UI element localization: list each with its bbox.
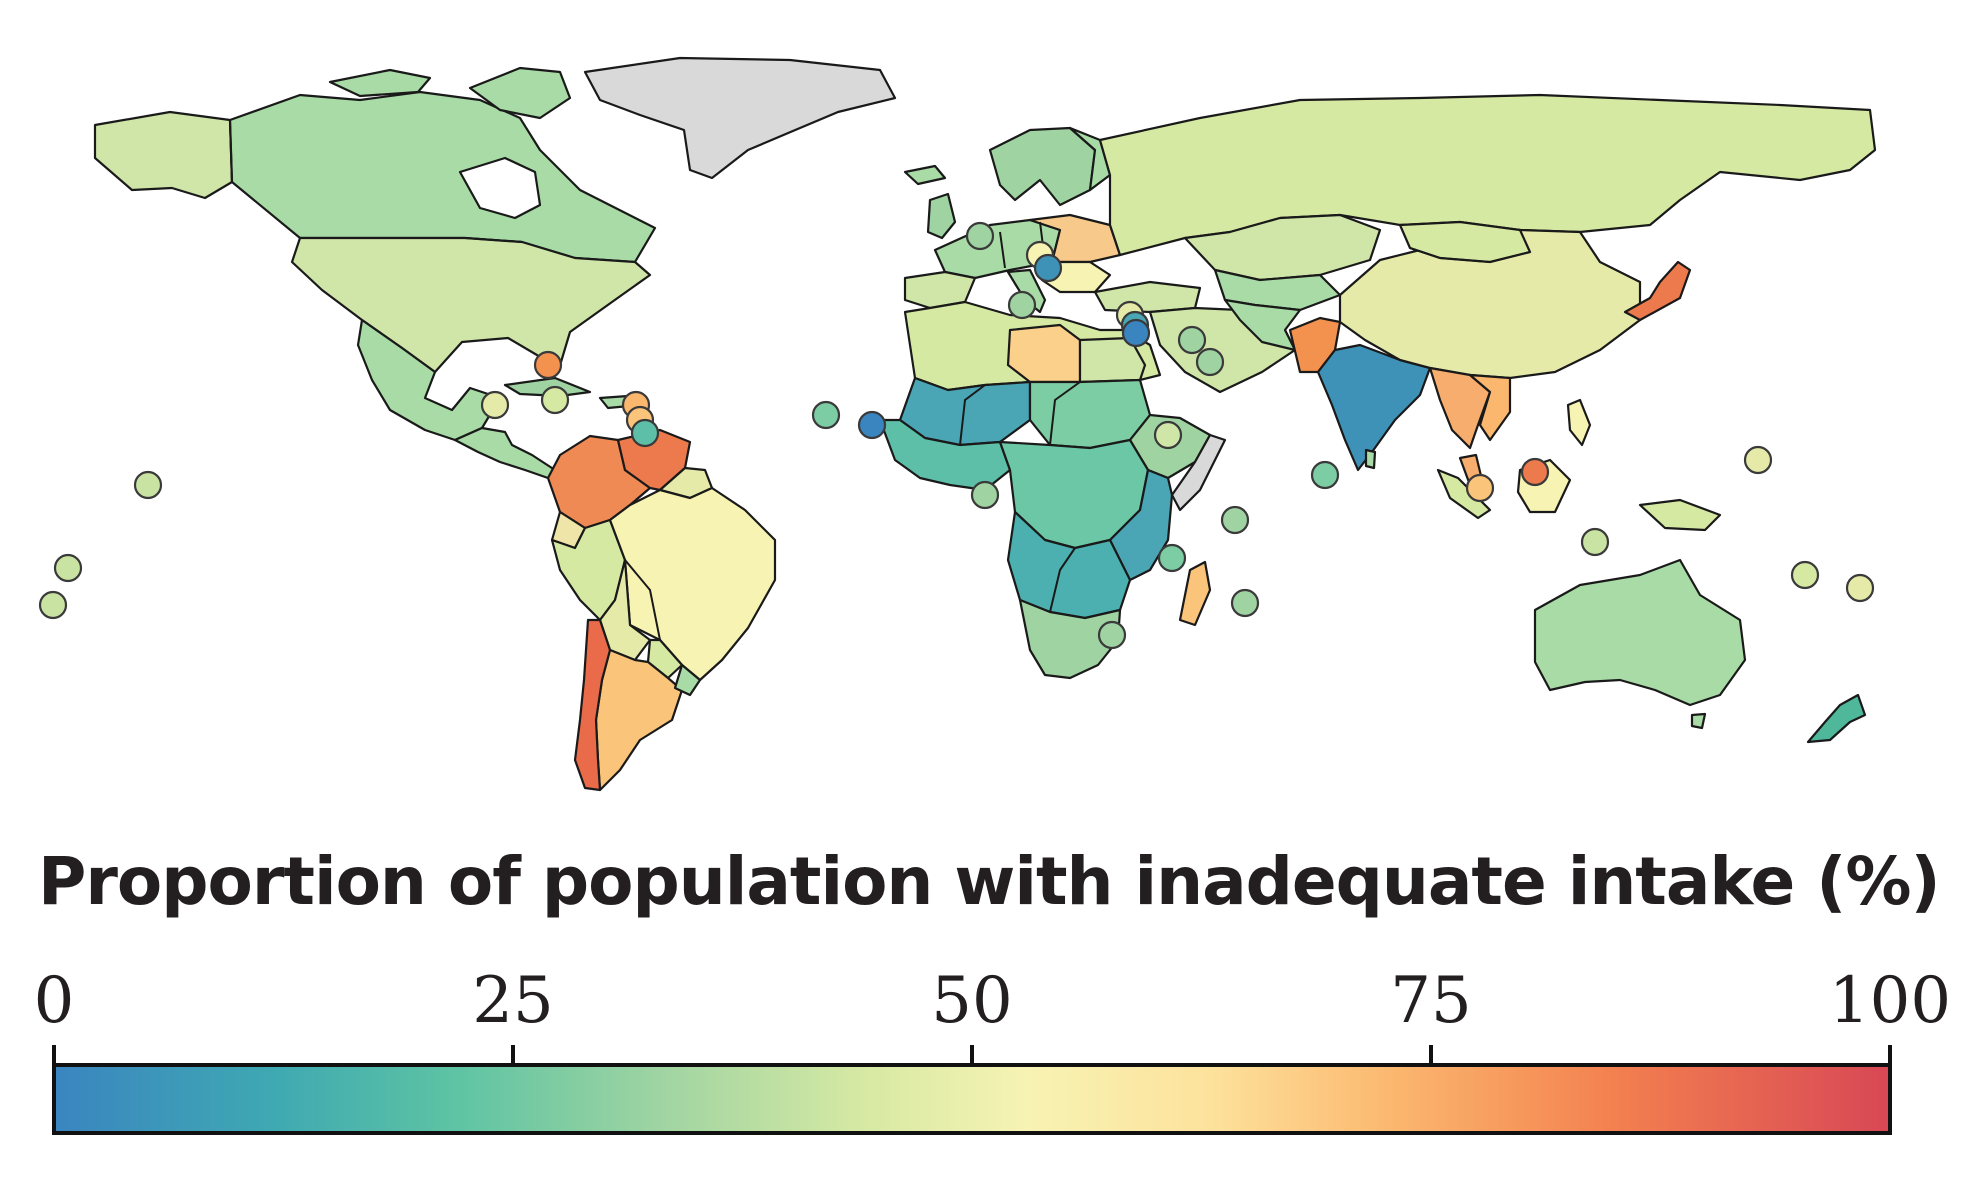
island-circle	[1177, 325, 1207, 355]
region-indonesia-sumatra	[1436, 468, 1492, 520]
region-new-guinea	[1638, 498, 1722, 532]
island-circle	[1465, 473, 1495, 503]
region-central-america	[453, 426, 557, 480]
island-circle	[857, 410, 887, 440]
region-alaska	[93, 110, 234, 200]
region-greenland	[583, 56, 897, 180]
region-southern-africa	[1018, 598, 1122, 680]
region-chile	[573, 618, 612, 792]
island-circle	[1743, 445, 1773, 475]
island-circle	[1230, 588, 1260, 618]
region-sri-lanka	[1364, 448, 1377, 470]
region-canada-islands-west	[328, 68, 432, 98]
region-uruguay	[673, 663, 702, 697]
region-tasmania	[1690, 712, 1707, 730]
region-brazil	[608, 486, 777, 682]
island-circle	[53, 553, 83, 583]
world-map	[38, 56, 1877, 792]
island-circle	[1845, 573, 1875, 603]
border-africa-south	[1049, 547, 1076, 613]
island-circle	[1157, 543, 1187, 573]
region-canada-islands-east	[468, 66, 572, 120]
region-philippines	[1566, 398, 1592, 447]
island-circle	[1097, 620, 1127, 650]
color-scale-svg: 0 25 50 75 100	[34, 964, 1951, 1135]
island-circle	[630, 418, 660, 448]
region-egypt	[1078, 336, 1147, 384]
legend-ticks: 0 25 50 75 100	[34, 964, 1951, 1067]
border-alaska-canada	[229, 119, 233, 183]
island-circle	[540, 385, 570, 415]
island-circle	[1153, 420, 1183, 450]
island-circle	[1520, 457, 1550, 487]
legend-title: Proportion of population with inadequate…	[38, 843, 1941, 920]
region-japan	[1623, 260, 1692, 322]
island-circle	[533, 350, 563, 380]
border-canada-usa	[300, 237, 523, 243]
region-iran	[1223, 298, 1302, 352]
island-circle	[1195, 347, 1225, 377]
island-circle	[1007, 290, 1037, 320]
border-south-america-inner	[624, 559, 661, 641]
island-circle	[1790, 560, 1820, 590]
legend-tick-label: 25	[472, 964, 553, 1038]
region-madagascar	[1178, 560, 1212, 627]
border-africa-central	[1049, 381, 1081, 446]
region-iceland	[903, 164, 947, 186]
legend-tick-label: 75	[1390, 964, 1471, 1038]
island-circle	[1121, 318, 1151, 348]
island-circle	[1220, 505, 1250, 535]
island-circle	[965, 221, 995, 251]
region-east-africa	[1108, 468, 1174, 582]
region-indochina	[1468, 373, 1512, 442]
legend-tick-label: 50	[931, 964, 1012, 1038]
region-australia	[1533, 558, 1747, 707]
island-circle	[1033, 253, 1063, 283]
region-hudson-bay	[458, 156, 542, 220]
border-china-mongolia	[1409, 247, 1531, 263]
color-scale-legend: 0 25 50 75 100	[0, 960, 1979, 1187]
legend-tick-label: 0	[34, 964, 75, 1038]
border-africa-west	[959, 384, 986, 446]
region-eastern-europe	[1028, 213, 1122, 264]
region-libya	[1006, 323, 1082, 384]
island-circle	[480, 390, 510, 420]
island-circle	[1310, 460, 1340, 490]
island-circle	[1580, 527, 1610, 557]
color-scale-bar	[52, 1063, 1892, 1135]
island-circle	[811, 400, 841, 430]
region-scandinavia	[988, 126, 1097, 207]
island-circle	[133, 470, 163, 500]
region-new-zealand	[1806, 693, 1867, 744]
region-uk	[926, 192, 957, 240]
island-circle	[38, 590, 68, 620]
region-turkey	[1093, 280, 1202, 314]
region-cuba	[503, 376, 592, 398]
region-canada	[228, 90, 657, 264]
region-india	[1316, 343, 1432, 472]
island-circle	[970, 480, 1000, 510]
legend-tick-label: 100	[1829, 964, 1951, 1038]
